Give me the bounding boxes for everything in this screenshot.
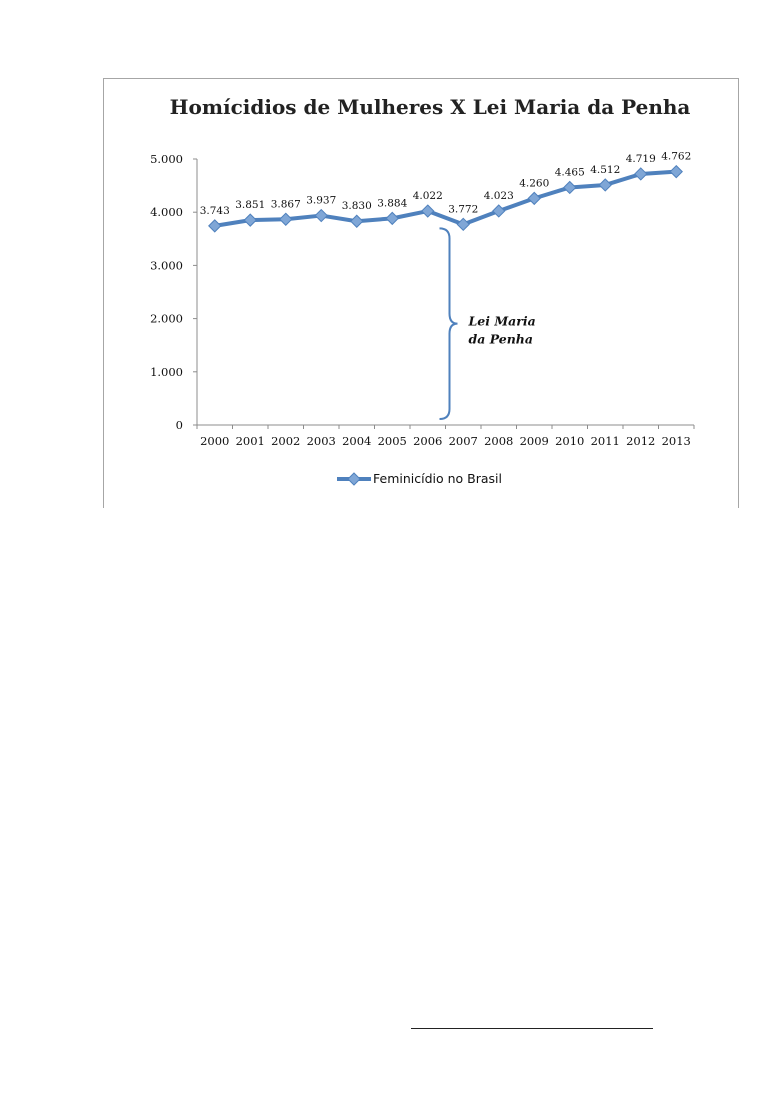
- data-label: 3.937: [306, 195, 336, 207]
- x-tick-label: 2012: [626, 434, 655, 448]
- annotation-text: Lei Maria: [468, 314, 536, 329]
- y-tick-label: 1.000: [150, 365, 183, 379]
- annotation-group: Lei Maria da Penha: [439, 227, 536, 420]
- y-tick-label: 4.000: [150, 205, 183, 219]
- x-tick-label: 2009: [520, 434, 549, 448]
- data-label: 3.772: [448, 203, 478, 215]
- data-point-marker: [208, 219, 222, 233]
- data-point-marker: [279, 212, 293, 226]
- series-group: [208, 164, 683, 233]
- x-tick-label: 2003: [307, 434, 336, 448]
- x-tick-label: 2002: [271, 434, 300, 448]
- data-point-marker: [492, 204, 506, 218]
- data-point-marker: [634, 167, 648, 181]
- data-point-marker: [563, 180, 577, 195]
- data-label: 4.022: [413, 190, 443, 202]
- x-tick-label: 2008: [484, 434, 513, 448]
- x-tick-label: 2004: [342, 434, 371, 448]
- y-tick-label: 5.000: [150, 152, 183, 166]
- y-tick-label: 0: [176, 418, 183, 432]
- data-point-marker: [669, 164, 683, 179]
- data-point-marker: [421, 204, 435, 218]
- data-label: 4.260: [519, 177, 549, 189]
- data-label: 4.512: [590, 164, 620, 176]
- x-tick-label: 2013: [662, 434, 691, 448]
- line-chart: Homícidios de Mulheres X Lei Maria da Pe…: [150, 95, 695, 486]
- x-tick-label: 2010: [555, 434, 584, 448]
- data-point-marker: [527, 191, 541, 206]
- x-tick-label: 2000: [200, 434, 229, 448]
- legend-marker: [347, 472, 361, 486]
- annotation-text: da Penha: [469, 332, 533, 347]
- x-tick-label: 2007: [449, 434, 478, 448]
- x-tick-label: 2001: [236, 434, 265, 448]
- footnote-separator: [411, 1028, 653, 1029]
- annotation-brace: [439, 227, 458, 420]
- data-point-marker: [314, 208, 328, 223]
- data-labels: 3.743 3.851 3.867 3.937 3.830 3.884 4.022 3.772…: [200, 151, 692, 217]
- data-point-marker: [456, 217, 470, 232]
- data-point-marker: [598, 178, 612, 192]
- data-label: 3.884: [377, 197, 407, 209]
- data-label: 3.867: [271, 198, 301, 210]
- data-point-marker: [243, 213, 257, 227]
- data-label: 4.465: [555, 166, 585, 178]
- y-tick-label: 2.000: [150, 312, 183, 326]
- legend: Feminicídio no Brasil: [337, 471, 502, 486]
- data-label: 3.830: [342, 200, 372, 212]
- data-point-marker: [385, 211, 399, 226]
- chart-title: Homícidios de Mulheres X Lei Maria da Pe…: [170, 95, 691, 119]
- x-tick-label: 2006: [413, 434, 442, 448]
- data-label: 4.719: [626, 153, 656, 165]
- data-label: 3.743: [200, 205, 230, 217]
- data-label: 4.762: [661, 151, 691, 163]
- y-tick-label: 3.000: [150, 258, 183, 272]
- legend-label: Feminicídio no Brasil: [373, 471, 502, 486]
- data-point-marker: [350, 214, 364, 228]
- data-label: 4.023: [484, 190, 514, 202]
- chart-container: Homícidios de Mulheres X Lei Maria da Pe…: [103, 78, 739, 508]
- x-tick-label: 2005: [378, 434, 407, 448]
- data-label: 3.851: [235, 199, 265, 211]
- x-tick-label: 2011: [591, 434, 620, 448]
- chart-axes: 0 1.000 2.000 3.000 4.000 5.000 2000 2001 2002 20…: [150, 152, 695, 448]
